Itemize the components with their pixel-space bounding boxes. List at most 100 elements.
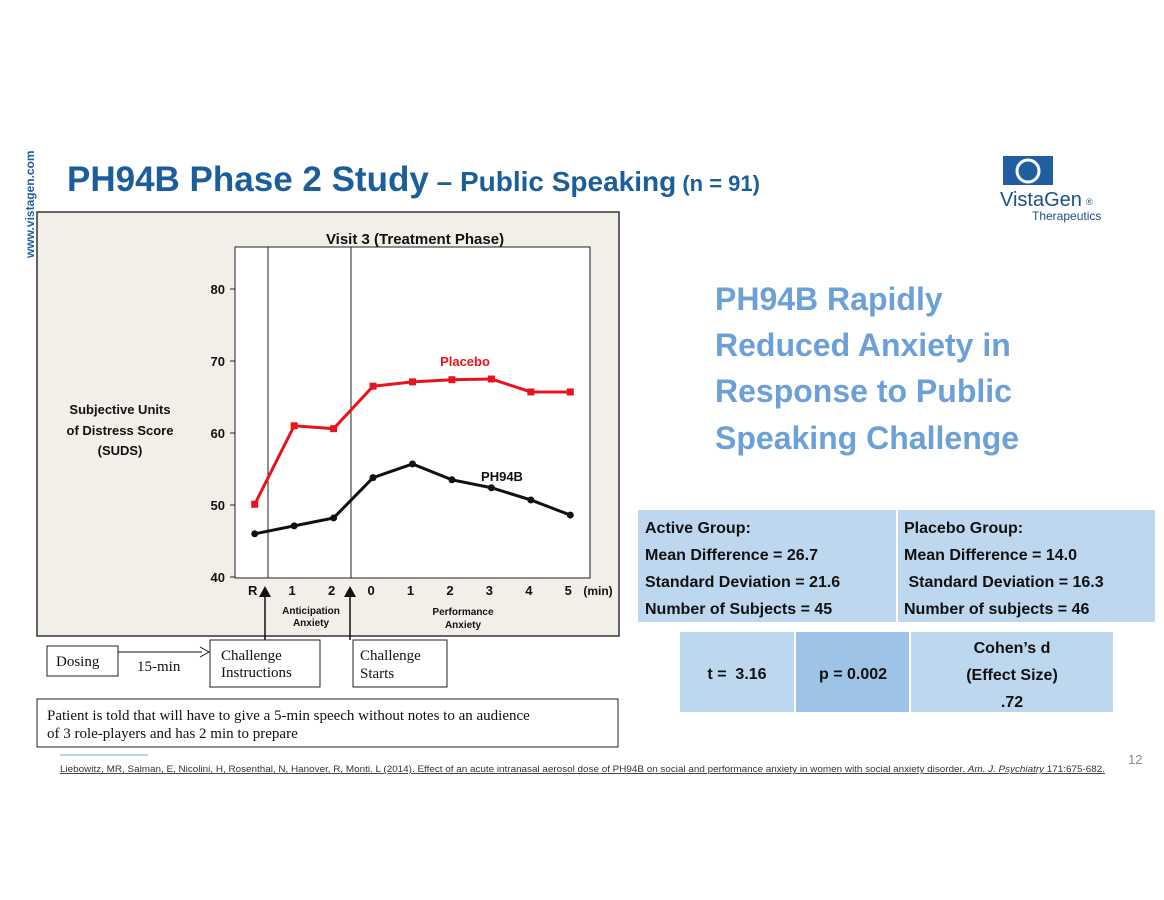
box-label: Starts xyxy=(360,666,394,682)
side-url: www.vistagen.com xyxy=(23,150,37,259)
x-tick-label: 3 xyxy=(486,583,493,598)
note-line: of 3 role-players and has 2 min to prepa… xyxy=(47,726,298,742)
title-sub: – Public Speaking xyxy=(429,166,676,197)
data-point xyxy=(566,388,574,396)
box xyxy=(46,645,119,677)
table-text: Mean Difference = 26.7 xyxy=(645,547,818,564)
x-tick-label: 1 xyxy=(407,583,414,598)
logo-icon-ring xyxy=(1015,158,1041,184)
table-text: Number of Subjects = 45 xyxy=(645,601,832,618)
phase-label: Anticipation xyxy=(282,606,340,617)
footnote-journal: Am. J. Psychiatry xyxy=(967,764,1045,774)
timeline: Dosing 15-min Challenge Instructions Cha… xyxy=(36,586,619,748)
title-n: (n = 91) xyxy=(676,171,760,196)
data-point xyxy=(330,425,338,433)
data-point xyxy=(527,388,535,396)
data-point xyxy=(566,511,574,519)
title-main: PH94B Phase 2 Study xyxy=(67,160,429,199)
p-value: p = 0.002 xyxy=(819,666,887,683)
data-point xyxy=(290,422,298,430)
page-number: 12 xyxy=(1128,752,1142,767)
headline-line: Reduced Anxiety in xyxy=(715,327,1011,363)
headline: PH94B Rapidly Reduced Anxiety in Respons… xyxy=(715,281,1019,456)
chart-marks: 40 50 60 70 80 R 1 2 0 1 2 3 4 5 Placebo PH94B xyxy=(211,282,574,598)
y-axis-label: Subjective Units of Distress Score (SUDS… xyxy=(67,402,174,458)
table-text: Placebo Group: xyxy=(904,520,1023,537)
data-point xyxy=(369,474,377,482)
data-point xyxy=(330,514,338,522)
x-tick-label: 2 xyxy=(328,583,335,598)
table-cell xyxy=(911,632,1113,712)
table-text: Standard Deviation = 16.3 xyxy=(904,574,1104,591)
slide-title: PH94B Phase 2 Study – Public Speaking (n… xyxy=(67,160,760,199)
phase-labels: Anticipation Anxiety Performance Anxiety xyxy=(282,606,494,631)
x-tick-label: 2 xyxy=(446,583,453,598)
table-cell xyxy=(898,510,1155,622)
effect-size: (Effect Size) xyxy=(966,667,1058,684)
data-point xyxy=(409,378,416,386)
headline-line: PH94B Rapidly xyxy=(715,281,943,317)
interval-label: 15-min xyxy=(137,659,181,675)
footnote-text: 171:675-682. xyxy=(1044,764,1105,774)
series-label: Placebo xyxy=(440,354,490,369)
data-point xyxy=(487,375,495,383)
table-text: Active Group: xyxy=(645,520,751,537)
series-label: PH94B xyxy=(481,469,523,484)
data-point xyxy=(527,496,535,504)
data-point xyxy=(409,460,416,468)
data-point xyxy=(290,522,298,530)
phase-label: Anxiety xyxy=(293,618,330,629)
table-text: Standard Deviation = 21.6 xyxy=(645,574,840,591)
logo-mark: ® xyxy=(1086,197,1093,207)
note-line: Patient is told that will have to give a… xyxy=(47,708,530,724)
data-point xyxy=(251,530,259,538)
logo-name: VistaGen xyxy=(1000,189,1082,211)
y-tick-label: 80 xyxy=(211,282,225,297)
groups-table: Active Group: Placebo Group: Mean Differen… xyxy=(638,510,1155,622)
box xyxy=(352,639,448,688)
chart-title: Visit 3 (Treatment Phase) xyxy=(326,231,504,248)
data-point xyxy=(251,500,259,508)
dosing-label: Dosing xyxy=(56,654,100,670)
logo: VistaGen ® Therapeutics xyxy=(1000,156,1101,223)
x-tick-label: 4 xyxy=(525,583,533,598)
data-point xyxy=(448,376,456,384)
arrow-head xyxy=(199,646,211,658)
effect-size: .72 xyxy=(1001,694,1023,711)
table-text: Number of subjects = 46 xyxy=(904,601,1089,618)
arrow-head xyxy=(259,586,271,597)
arrow-head xyxy=(344,586,356,597)
headline-line: Speaking Challenge xyxy=(715,420,1019,456)
box-label: Challenge xyxy=(360,648,421,664)
box-label: Challenge xyxy=(221,648,282,664)
phase-label: Anxiety xyxy=(445,620,482,631)
phase-label: Performance xyxy=(432,607,494,618)
data-point xyxy=(448,476,456,484)
table-cell xyxy=(638,510,896,622)
x-tick-label: 0 xyxy=(367,583,374,598)
headline-line: Response to Public xyxy=(715,373,1012,409)
y-tick-label: 50 xyxy=(211,498,225,513)
y-label-line: of Distress Score xyxy=(67,423,174,438)
table-text: Mean Difference = 14.0 xyxy=(904,547,1077,564)
y-tick-label: 40 xyxy=(211,570,225,585)
footnote-text: Liebowitz, MR, Salman, E, Nicolini, H, R… xyxy=(60,764,968,774)
stats-table: t = 3.16 p = 0.002 Cohen’s d (Effect Siz… xyxy=(680,632,1113,712)
table-cell xyxy=(796,632,909,712)
data-point xyxy=(369,382,377,390)
table-cell xyxy=(680,632,794,712)
data-point xyxy=(487,484,495,492)
note-box xyxy=(36,698,619,748)
y-label-line: Subjective Units xyxy=(69,402,170,417)
y-tick-label: 70 xyxy=(211,354,225,369)
x-unit: (min) xyxy=(583,584,612,598)
footnote: Liebowitz, MR, Salman, E, Nicolini, H, R… xyxy=(60,764,1105,774)
x-tick-label: 5 xyxy=(565,583,572,598)
x-tick-label: 1 xyxy=(289,583,296,598)
effect-size: Cohen’s d xyxy=(974,640,1051,657)
y-tick-label: 60 xyxy=(211,426,225,441)
logo-tagline: Therapeutics xyxy=(1032,209,1101,223)
box-label: Instructions xyxy=(221,665,292,681)
t-stat: t = 3.16 xyxy=(707,666,766,683)
